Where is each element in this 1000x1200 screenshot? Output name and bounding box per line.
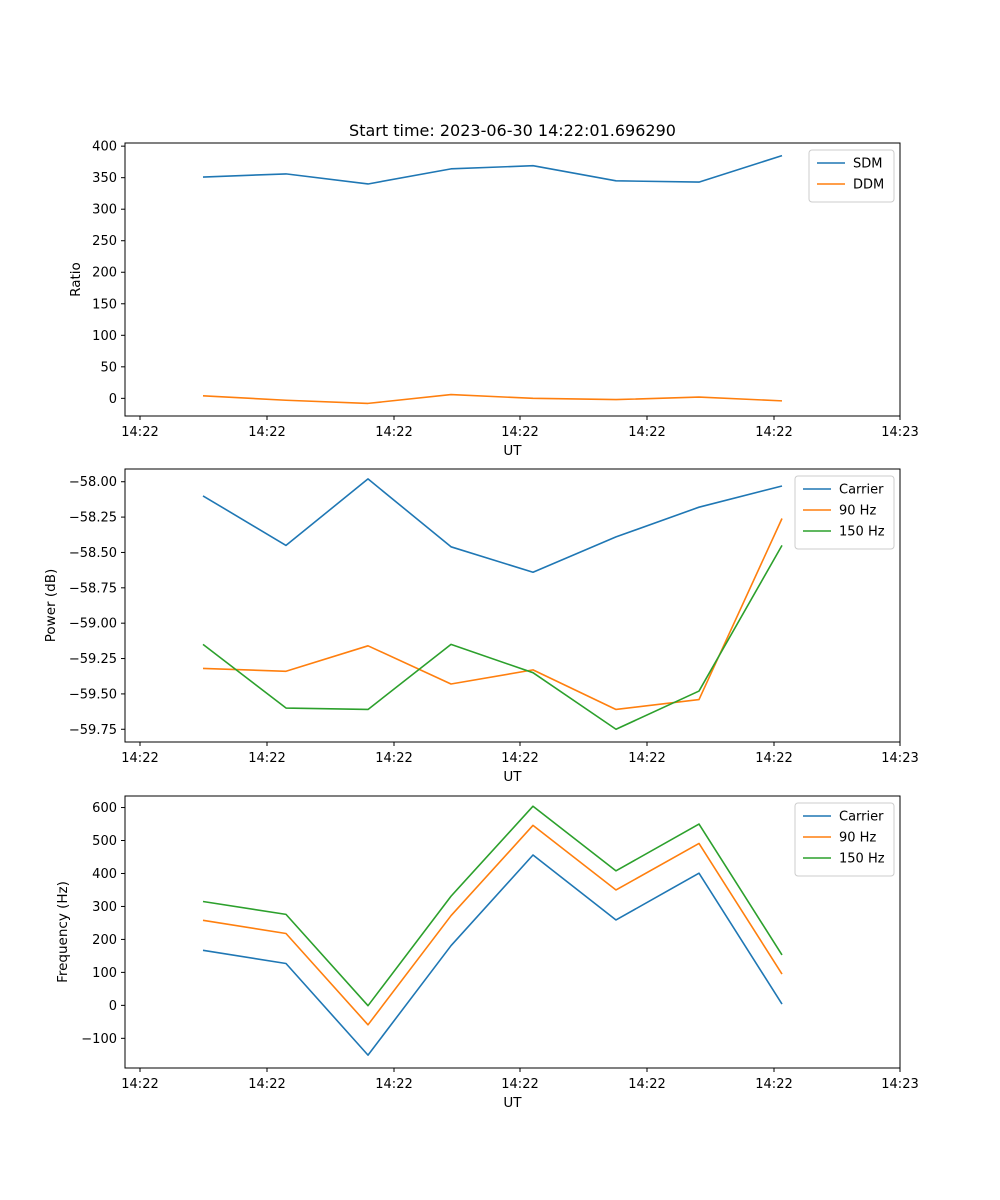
series-line-150-hz <box>202 544 783 731</box>
y-tick-label: 400 <box>92 867 117 882</box>
y-tick-label: −58.75 <box>69 581 117 596</box>
x-tick-label: 14:22 <box>501 751 538 766</box>
y-tick-label: 250 <box>92 234 117 249</box>
series-line-90-hz <box>202 518 783 711</box>
legend-entry-label: 150 Hz <box>839 525 885 540</box>
chart-panel-3: −100 0 100 200 300 400 500 600 14:22 14:22 14:22 14… <box>55 795 919 1111</box>
x-tick-label: 14:22 <box>501 425 538 440</box>
y-tick-label: 350 <box>92 171 117 186</box>
y-tick-label: −59.00 <box>69 617 117 632</box>
y-tick-label: 300 <box>92 900 117 915</box>
y-tick-label: 300 <box>92 203 117 218</box>
x-tick-label: 14:22 <box>121 751 158 766</box>
legend-entry-label: Carrier <box>839 483 884 498</box>
y-tick-label: 0 <box>109 392 117 407</box>
legend-entry-label: SDM <box>853 157 882 172</box>
y-tick-label: 500 <box>92 834 117 849</box>
y-axis-label: Ratio <box>68 262 84 297</box>
legend-entry-label: 150 Hz <box>839 852 885 867</box>
x-axis-label: UT <box>503 769 522 785</box>
chart-title: Start time: 2023-06-30 14:22:01.696290 <box>349 121 676 140</box>
y-tick-label: −100 <box>81 1032 117 1047</box>
chart-panel-1: Start time: 2023-06-30 14:22:01.696290 0 5… <box>68 121 919 459</box>
x-tick-label: 14:22 <box>628 425 665 440</box>
axes-frame <box>124 468 901 743</box>
x-tick-label: 14:22 <box>248 751 285 766</box>
y-axis-label: Power (dB) <box>43 569 59 642</box>
y-tick-label: 200 <box>92 933 117 948</box>
x-tick-label: 14:23 <box>881 1077 918 1092</box>
x-tick-label: 14:22 <box>628 1077 665 1092</box>
x-axis-label: UT <box>503 1095 522 1111</box>
x-tick-label: 14:22 <box>248 1077 285 1092</box>
x-tick-label: 14:22 <box>755 751 792 766</box>
series-line-sdm <box>202 154 783 185</box>
x-tick-label: 14:22 <box>121 425 158 440</box>
series-line-carrier <box>202 854 783 1056</box>
x-tick-label: 14:23 <box>881 425 918 440</box>
x-tick-label: 14:22 <box>755 1077 792 1092</box>
y-tick-label: −59.25 <box>69 652 117 667</box>
y-tick-label: −59.50 <box>69 687 117 702</box>
x-axis-label: UT <box>503 443 522 459</box>
axes-frame <box>124 795 901 1069</box>
series-line-150-hz <box>202 805 783 1007</box>
legend-entry-label: 90 Hz <box>839 831 876 846</box>
series-line-ddm <box>202 393 783 405</box>
x-tick-label: 14:22 <box>628 751 665 766</box>
x-tick-label: 14:22 <box>248 425 285 440</box>
y-tick-label: 50 <box>100 360 117 375</box>
y-tick-label: 150 <box>92 297 117 312</box>
x-tick-label: 14:22 <box>121 1077 158 1092</box>
y-axis-label: Frequency (Hz) <box>55 881 71 983</box>
y-tick-label: 200 <box>92 266 117 281</box>
legend: Carrier 90 Hz 150 Hz <box>794 802 895 877</box>
legend: Carrier 90 Hz 150 Hz <box>794 475 895 550</box>
y-tick-label: −59.75 <box>69 723 117 738</box>
y-tick-label: 400 <box>92 140 117 155</box>
x-tick-label: 14:22 <box>375 425 412 440</box>
y-tick-label: −58.00 <box>69 475 117 490</box>
legend-entry-label: Carrier <box>839 810 884 825</box>
y-tick-label: 0 <box>109 999 117 1014</box>
legend-entry-label: DDM <box>853 178 884 193</box>
chart-panel-2: −59.75 −59.50 −59.25 −59.00 −58.75 −58.50 −58.… <box>43 468 919 785</box>
y-tick-label: −58.50 <box>69 546 117 561</box>
legend: SDM DDM <box>808 149 895 203</box>
axes-frame <box>124 142 901 417</box>
x-tick-label: 14:22 <box>755 425 792 440</box>
series-line-90-hz <box>202 824 783 1026</box>
legend-entry-label: 90 Hz <box>839 504 876 519</box>
x-tick-label: 14:23 <box>881 751 918 766</box>
series-line-carrier <box>202 478 783 574</box>
y-tick-label: −58.25 <box>69 511 117 526</box>
y-tick-label: 600 <box>92 801 117 816</box>
x-tick-label: 14:22 <box>375 751 412 766</box>
y-tick-label: 100 <box>92 966 117 981</box>
y-tick-label: 100 <box>92 329 117 344</box>
x-tick-label: 14:22 <box>375 1077 412 1092</box>
x-tick-label: 14:22 <box>501 1077 538 1092</box>
